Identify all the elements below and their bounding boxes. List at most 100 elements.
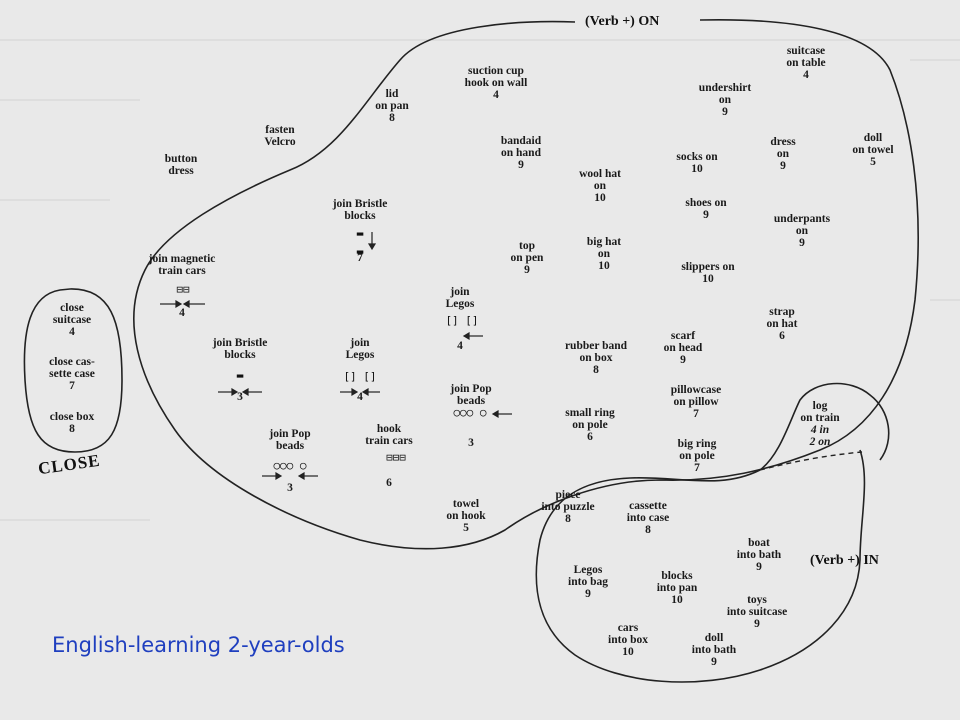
item-label-line: fasten: [265, 124, 295, 136]
item-label-line: pillowcase: [670, 384, 722, 396]
item-label-line: cassette: [629, 500, 667, 512]
item-label-line: doll: [704, 632, 724, 644]
item-count: 7: [357, 252, 363, 264]
item-label-line: into puzzle: [541, 501, 595, 513]
item-label-line: into bag: [568, 576, 608, 588]
on-item-slippers-on: slippers on 10: [681, 261, 734, 285]
item-label-line: on box: [579, 352, 613, 364]
item-count: 8: [389, 112, 395, 124]
item-count: 3: [237, 391, 243, 403]
item-label-line: dress: [770, 136, 796, 148]
page-texture: [0, 39, 960, 521]
close-item-close-cas-sette-case: close cas-sette case 7: [49, 356, 95, 392]
item-label-line: suction cup: [468, 65, 524, 77]
item-label-line: train cars: [365, 435, 413, 447]
in-item-toys-into-suitcase: toys into suitcase 9: [727, 594, 787, 630]
on-item-join-pop-beads: join Pop beads 3: [269, 428, 310, 494]
outside-item-fasten-velcro: fasten Velcro: [264, 124, 295, 148]
item-label-line: dress: [168, 165, 194, 177]
item-label-line: join: [350, 337, 370, 349]
item-label-line: socks on: [676, 151, 718, 163]
on-item-lid-on-pan: lid on pan 8: [375, 88, 409, 124]
item-count: 4 in: [810, 424, 830, 436]
item-count: 4: [179, 307, 185, 319]
item-count: 4: [493, 89, 499, 101]
item-label-line: blocks: [224, 349, 256, 361]
item-label-line: slippers on: [681, 261, 735, 273]
in-item-cassette-into-case: cassette into case 8: [627, 500, 669, 536]
item-count: 9: [780, 160, 786, 172]
bristle-blocks-glyph-2: ▬: [356, 245, 364, 258]
item-count: 7: [69, 380, 75, 392]
item-label-line: on hat: [766, 318, 798, 330]
on-item-small-ring-on-pole: small ring on pole 6: [565, 407, 615, 443]
item-count: 10: [598, 260, 610, 272]
item-label-line: on pen: [510, 252, 544, 264]
item-count: 6: [587, 431, 593, 443]
magnetic-cars-glyph: ⊟⊟: [176, 283, 190, 296]
item-count: 8: [69, 423, 75, 435]
on-item-bandaid-on-hand: bandaid on hand 9: [501, 135, 541, 171]
pop-beads-glyph: ○○○ ○: [273, 459, 307, 472]
on-item-shoes-on: shoes on 9: [685, 197, 726, 221]
item-count: 8: [645, 524, 651, 536]
item-label-line: blocks: [661, 570, 693, 582]
item-label-line: suitcase: [52, 314, 92, 326]
item-label-line: log: [812, 400, 828, 412]
legos-glyph-2: [] []: [445, 314, 479, 327]
on-item-join-bristle-blocks: join Bristle blocks 3: [213, 337, 268, 403]
item-count: 10: [594, 192, 606, 204]
item-count: 9: [585, 588, 591, 600]
item-count: 10: [622, 646, 634, 658]
on-item-doll-on-towel: doll on towel 5: [852, 132, 893, 168]
arrow-marks: [160, 232, 512, 481]
item-count: 9: [680, 354, 686, 366]
bristle-blocks-pair-glyph: ▬: [236, 369, 244, 382]
on-item-scarf-on-head: scarf on head 9: [664, 330, 703, 366]
item-label-line: Legos: [445, 298, 475, 310]
on-item-strap-on-hat: strap on hat 6: [767, 306, 798, 342]
item-label-line: join Bristle: [332, 198, 388, 210]
in-item-piece-into-puzzle: piece into puzzle 8: [541, 489, 594, 525]
item-label-line: on table: [786, 57, 826, 69]
item-label-line: bandaid: [500, 135, 542, 147]
item-label-line: blocks: [344, 210, 376, 222]
item-label-line: suitcase: [786, 45, 826, 57]
item-count: 4: [69, 326, 75, 338]
item-label-line: into bath: [691, 644, 737, 656]
item-label-line: on pole: [572, 419, 608, 431]
item-count: 9: [799, 237, 805, 249]
item-count: 5: [463, 522, 469, 534]
in-region-title: (Verb +) IN: [810, 553, 879, 568]
close-region-boundary: [23, 288, 123, 453]
item-label-line: towel: [452, 498, 480, 510]
item-label-line: into suitcase: [726, 606, 788, 618]
item-count: 3: [468, 437, 474, 449]
on-item-dress-on: dress on 9: [770, 136, 795, 172]
on-item-hook-train-cars: hook train cars 6: [365, 423, 413, 489]
item-label-line: big ring: [677, 438, 717, 450]
item-label-line: Legos: [573, 564, 603, 576]
in-region-boundary-solid: [535, 382, 890, 683]
on-item-rubber-band-on-box: rubber band on box 8: [565, 340, 627, 376]
item-label-line: sette case: [49, 368, 95, 380]
pop-beads-glyph-2: ○○○ ○: [453, 406, 487, 419]
item-label-line: on: [795, 225, 809, 237]
item-label-line: top: [519, 240, 535, 252]
item-label-line: on: [593, 180, 607, 192]
item-label-line: join Bristle: [212, 337, 268, 349]
item-label-line: on pan: [375, 100, 409, 112]
item-label-line: beads: [275, 440, 305, 452]
item-count: 4: [457, 340, 463, 352]
close-item-close-box: close box 8: [50, 411, 94, 435]
item-label-line: small ring: [565, 407, 615, 419]
on-item-join-legos: join Legos 4: [446, 286, 475, 352]
on-item-join-magnetic-train-cars: join magnetic train cars 4: [149, 253, 216, 319]
item-count: 9: [711, 656, 717, 668]
item-label-line: scarf: [670, 330, 696, 342]
item-label-line: boat: [748, 537, 770, 549]
in-region-boundary-dashed: [759, 451, 863, 471]
item-label-line: join Pop: [450, 383, 492, 395]
